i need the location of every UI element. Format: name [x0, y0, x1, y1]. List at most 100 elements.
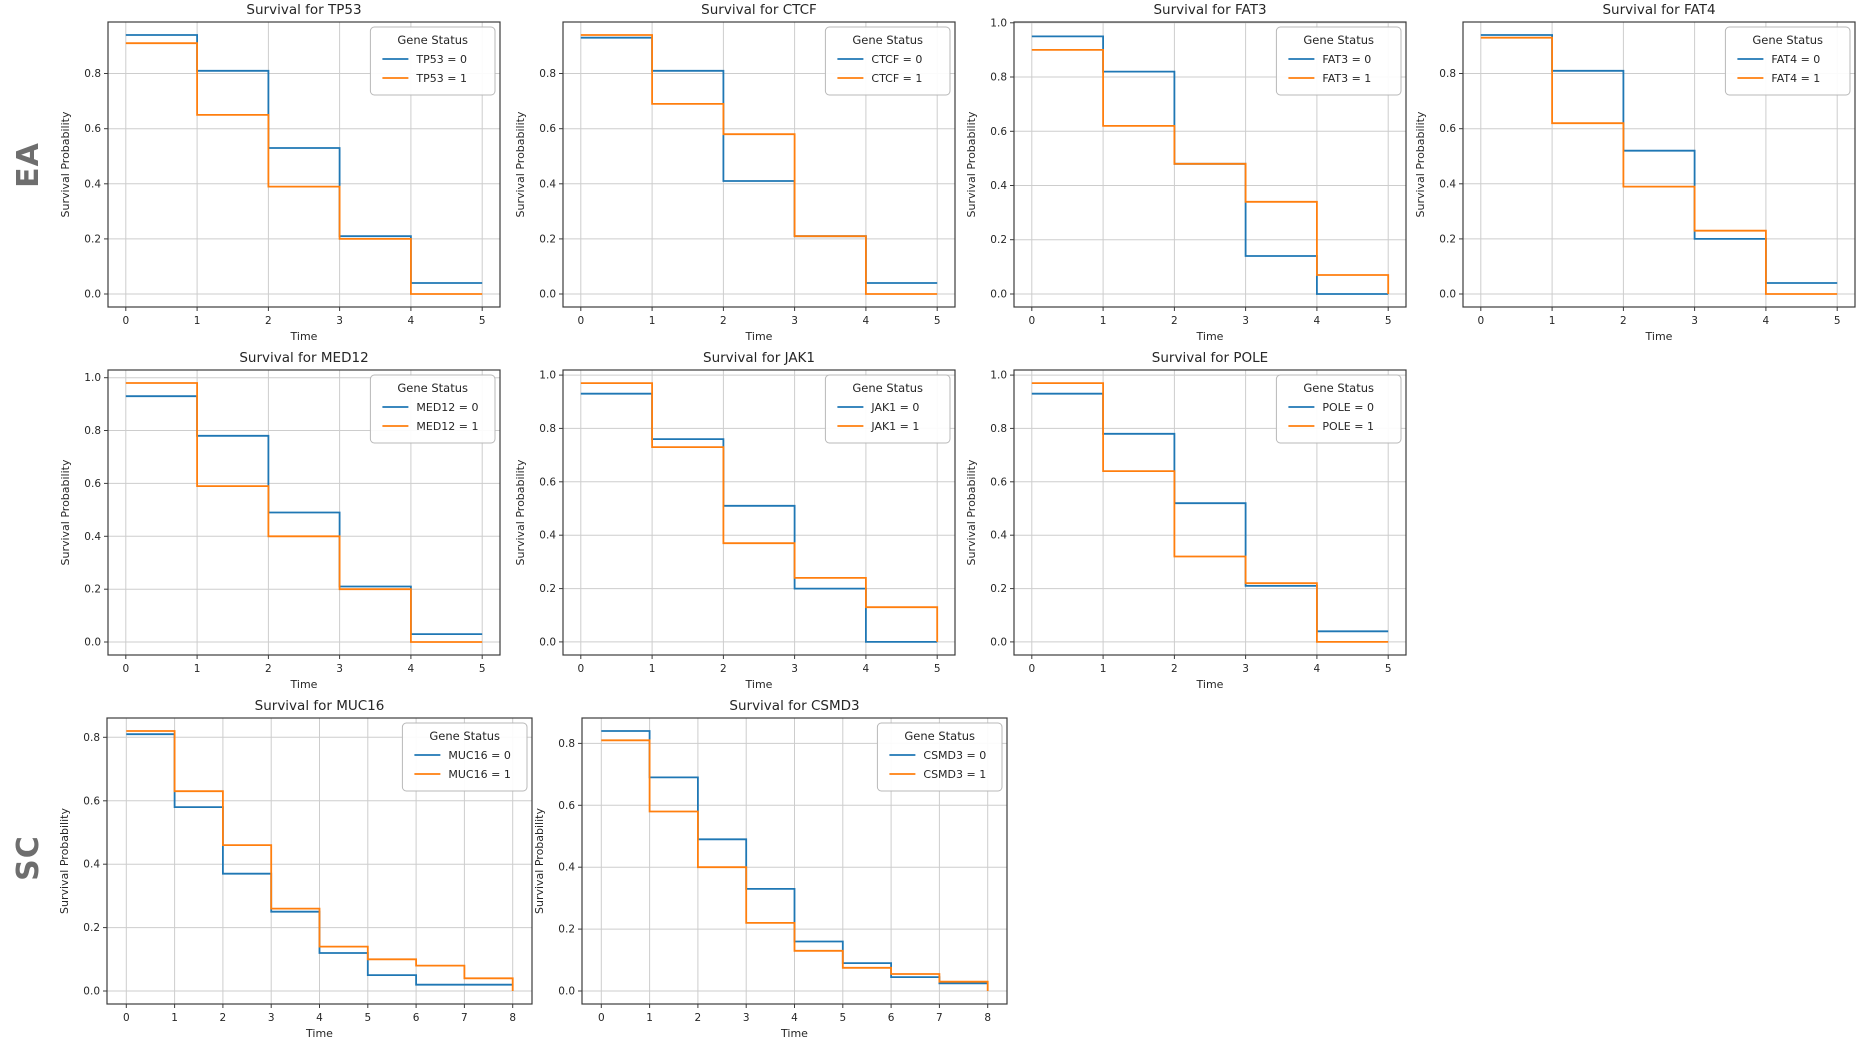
x-axis-label: Time: [290, 678, 318, 691]
y-axis: 0.0 0.2 0.4 0.6 0.8: [83, 732, 107, 998]
x-axis-label: Time: [305, 1027, 333, 1040]
legend-entry-0: FAT3 = 0: [1322, 53, 1371, 66]
series-line-fat3-1: [1031, 49, 1390, 294]
y-axis-label: Survival Probability: [514, 459, 527, 565]
svg-text:1: 1: [649, 663, 656, 675]
svg-text:0: 0: [122, 663, 129, 675]
legend-entry-1: CSMD3 = 1: [923, 768, 986, 781]
svg-text:1: 1: [171, 1012, 178, 1024]
svg-text:0.4: 0.4: [990, 530, 1007, 542]
svg-text:0.2: 0.2: [990, 234, 1007, 246]
svg-text:2: 2: [695, 1012, 702, 1024]
legend: Gene Status TP53 = 0 TP53 = 1: [369, 26, 496, 96]
svg-text:0.0: 0.0: [83, 986, 100, 998]
svg-text:3: 3: [743, 1012, 750, 1024]
legend-entry-0: MUC16 = 0: [448, 749, 510, 762]
series-line-csmd3-1: [601, 739, 989, 991]
legend: Gene Status CSMD3 = 0 CSMD3 = 1: [876, 722, 1003, 792]
ctcf-chart: 0 1 2 3 4 5 0.0 0.2 0.4 0.6 0.8 Survival for CTCF Ti…: [514, 2, 956, 343]
svg-text:0.2: 0.2: [1439, 233, 1456, 245]
svg-text:0.0: 0.0: [1439, 289, 1456, 301]
svg-text:0.8: 0.8: [990, 72, 1007, 84]
svg-text:4: 4: [1763, 315, 1770, 327]
chart-title: Survival for MUC16: [255, 698, 385, 714]
legend: Gene Status MED12 = 0 MED12 = 1: [369, 374, 496, 444]
y-axis: 0.0 0.2 0.4 0.6 0.8 1.0: [990, 17, 1014, 301]
legend-entry-0: CTCF = 0: [871, 53, 922, 66]
x-axis: 0 1 2 3 4 5: [577, 655, 941, 675]
svg-text:2: 2: [265, 315, 272, 327]
legend-title: Gene Status: [397, 33, 468, 47]
svg-text:1.0: 1.0: [990, 370, 1007, 382]
svg-text:0.0: 0.0: [539, 289, 556, 301]
pole-chart: 0 1 2 3 4 5 0.0 0.2 0.4 0.6 0.8 1.0 Survival for POL…: [965, 350, 1407, 691]
chart-title: Survival for POLE: [1152, 350, 1268, 366]
x-axis-label: Time: [745, 330, 773, 343]
x-axis: 0 1 2 3 4 5: [122, 655, 486, 675]
chart-title: Survival for JAK1: [703, 350, 815, 366]
series-line-jak1-1: [580, 382, 939, 642]
svg-text:0.4: 0.4: [84, 531, 101, 543]
legend-title: Gene Status: [852, 33, 923, 47]
x-axis-label: Time: [290, 330, 318, 343]
svg-text:1: 1: [1100, 315, 1107, 327]
svg-text:0.2: 0.2: [83, 922, 100, 934]
y-axis: 0.0 0.2 0.4 0.6 0.8: [84, 68, 108, 301]
legend-entry-0: MED12 = 0: [416, 401, 478, 414]
svg-text:3: 3: [268, 1012, 275, 1024]
muc16-chart: 0 1 2 3 4 5 6 7 8 0.0 0.2 0.4 0.6 0.8 Survival for MUC…: [58, 698, 533, 1040]
chart-title: Survival for TP53: [246, 2, 361, 18]
y-axis-label: Survival Probability: [965, 459, 978, 565]
subplot-muc16: 0 1 2 3 4 5 6 7 8 0.0 0.2 0.4 0.6 0.8 Survival for MUC…: [55, 696, 540, 1042]
axes-spines: [1013, 21, 1407, 308]
svg-text:0.2: 0.2: [990, 583, 1007, 595]
svg-text:0.4: 0.4: [558, 862, 575, 874]
svg-text:4: 4: [408, 663, 415, 675]
svg-text:3: 3: [1691, 315, 1698, 327]
svg-text:3: 3: [336, 315, 343, 327]
svg-text:0.6: 0.6: [990, 126, 1007, 138]
legend-entry-1: JAK1 = 1: [870, 420, 919, 433]
legend: Gene Status FAT4 = 0 FAT4 = 1: [1724, 26, 1851, 96]
svg-text:0.6: 0.6: [84, 123, 101, 135]
svg-text:5: 5: [934, 663, 941, 675]
chart-title: Survival for FAT4: [1602, 2, 1715, 18]
subplot-fat4: 0 1 2 3 4 5 0.0 0.2 0.4 0.6 0.8 Survival for FAT4 Ti…: [1411, 0, 1863, 349]
x-axis: 0 1 2 3 4 5: [122, 307, 486, 327]
subplot-tp53: 0 1 2 3 4 5 0.0 0.2 0.4 0.6 0.8 Survival for TP53 Ti…: [56, 0, 508, 349]
svg-text:3: 3: [791, 663, 798, 675]
svg-text:0.2: 0.2: [558, 924, 575, 936]
svg-text:0.4: 0.4: [84, 178, 101, 190]
y-axis-label: Survival Probability: [59, 111, 72, 217]
x-axis: 0 1 2 3 4 5 6 7 8: [123, 1004, 516, 1024]
svg-text:0.8: 0.8: [84, 68, 101, 80]
legend-entry-0: TP53 = 0: [415, 53, 467, 66]
svg-text:5: 5: [1834, 315, 1841, 327]
legend: Gene Status JAK1 = 0 JAK1 = 1: [824, 374, 951, 444]
svg-text:1: 1: [1549, 315, 1556, 327]
legend-entry-0: CSMD3 = 0: [923, 749, 986, 762]
svg-text:1: 1: [646, 1012, 653, 1024]
legend: Gene Status FAT3 = 0 FAT3 = 1: [1275, 26, 1402, 96]
svg-text:0.8: 0.8: [83, 732, 100, 744]
legend-title: Gene Status: [429, 729, 500, 743]
svg-text:2: 2: [1171, 663, 1178, 675]
y-axis: 0.0 0.2 0.4 0.6 0.8 1.0: [84, 372, 108, 649]
legend-entry-1: FAT3 = 1: [1322, 72, 1371, 85]
legend-title: Gene Status: [904, 729, 975, 743]
axes-spines: [562, 369, 956, 656]
subplot-csmd3: 0 1 2 3 4 5 6 7 8 0.0 0.2 0.4 0.6 0.8 Survival for CSM…: [530, 696, 1015, 1042]
svg-text:2: 2: [1171, 315, 1178, 327]
legend: Gene Status CTCF = 0 CTCF = 1: [824, 26, 951, 96]
svg-text:0.4: 0.4: [83, 859, 100, 871]
svg-text:0: 0: [598, 1012, 605, 1024]
chart-title: Survival for CTCF: [701, 2, 817, 18]
svg-text:4: 4: [791, 1012, 798, 1024]
series-line-csmd3-0: [601, 730, 988, 985]
svg-text:0.0: 0.0: [990, 636, 1007, 648]
svg-text:0.2: 0.2: [84, 584, 101, 596]
axes-spines: [107, 21, 501, 308]
svg-text:1.0: 1.0: [84, 372, 101, 384]
subplot-fat3: 0 1 2 3 4 5 0.0 0.2 0.4 0.6 0.8 1.0 Survival for FAT…: [962, 0, 1414, 349]
svg-text:0: 0: [577, 663, 584, 675]
